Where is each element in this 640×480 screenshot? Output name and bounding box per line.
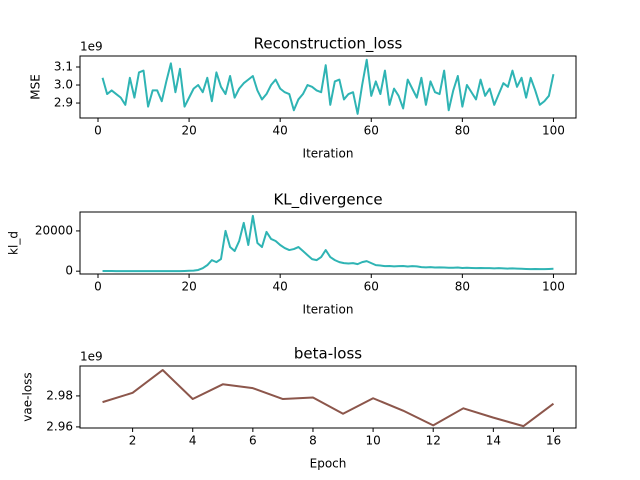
axes-title: KL_divergence	[273, 191, 382, 210]
y-tick-label: 2.9	[54, 96, 73, 110]
axes-frame	[79, 365, 577, 429]
y-tick-label: 3.1	[54, 59, 73, 73]
axes-title: Reconstruction_loss	[254, 35, 403, 54]
x-tick-label: 20	[181, 124, 196, 138]
data-line	[101, 58, 555, 115]
axes-frame	[79, 211, 577, 275]
x-tick-label: 40	[273, 280, 288, 294]
x-tick-label: 4	[189, 434, 197, 448]
x-tick-label: 12	[426, 434, 441, 448]
y-tick-label: 2.96	[46, 419, 73, 433]
y-tick-label: 0	[65, 264, 73, 278]
x-axis-label: Iteration	[303, 147, 354, 161]
axes-title: beta-loss	[294, 345, 362, 363]
data-line	[102, 369, 555, 428]
x-tick-label: 100	[542, 124, 565, 138]
x-tick-label: 100	[542, 280, 565, 294]
y-axis-label: kl_d	[7, 231, 21, 255]
y-offset-label: 1e9	[80, 350, 103, 364]
x-tick-label: 60	[364, 280, 379, 294]
x-tick-label: 0	[94, 124, 102, 138]
x-tick-label: 40	[273, 124, 288, 138]
x-axis-label: Iteration	[303, 303, 354, 317]
x-tick-label: 6	[249, 434, 257, 448]
x-tick-label: 20	[181, 280, 196, 294]
y-tick-label: 3.0	[54, 78, 73, 92]
x-tick-label: 16	[546, 434, 561, 448]
x-tick-label: 60	[364, 124, 379, 138]
x-tick-label: 8	[309, 434, 317, 448]
axes-frame	[79, 55, 577, 119]
x-tick-label: 10	[365, 434, 380, 448]
x-tick-label: 0	[94, 280, 102, 294]
y-tick-label: 20000	[35, 223, 73, 237]
y-axis-label: MSE	[29, 74, 43, 100]
x-tick-label: 14	[486, 434, 501, 448]
x-tick-label: 80	[455, 124, 470, 138]
x-tick-label: 2	[129, 434, 137, 448]
data-line	[102, 214, 554, 273]
x-tick-label: 80	[455, 280, 470, 294]
y-axis-label: vae-loss	[21, 372, 35, 421]
y-tick-label: 2.98	[46, 388, 73, 402]
x-axis-label: Epoch	[310, 457, 347, 471]
y-offset-label: 1e9	[80, 40, 103, 54]
